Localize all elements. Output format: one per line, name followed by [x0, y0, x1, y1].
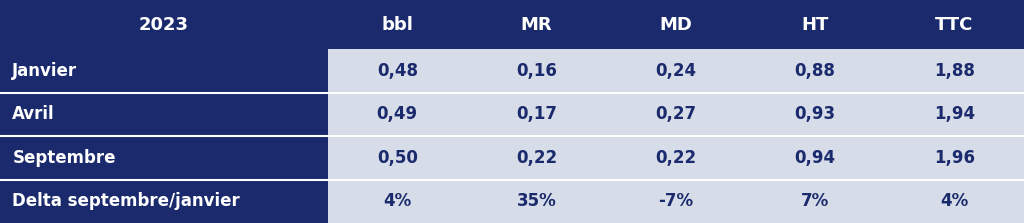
FancyBboxPatch shape — [0, 49, 328, 93]
Text: Janvier: Janvier — [12, 62, 78, 80]
FancyBboxPatch shape — [328, 49, 467, 93]
FancyBboxPatch shape — [745, 180, 885, 223]
FancyBboxPatch shape — [467, 93, 606, 136]
Text: 35%: 35% — [517, 192, 556, 210]
Text: 0,22: 0,22 — [516, 149, 557, 167]
Text: 4%: 4% — [383, 192, 412, 210]
FancyBboxPatch shape — [885, 49, 1024, 93]
Text: 0,50: 0,50 — [377, 149, 418, 167]
Text: 1,96: 1,96 — [934, 149, 975, 167]
Text: 0,49: 0,49 — [377, 105, 418, 123]
FancyBboxPatch shape — [328, 0, 467, 49]
FancyBboxPatch shape — [606, 49, 745, 93]
FancyBboxPatch shape — [606, 136, 745, 180]
Text: bbl: bbl — [381, 16, 414, 33]
Text: 0,17: 0,17 — [516, 105, 557, 123]
Text: MR: MR — [521, 16, 552, 33]
Text: 7%: 7% — [801, 192, 829, 210]
Text: 0,48: 0,48 — [377, 62, 418, 80]
Text: HT: HT — [802, 16, 828, 33]
Text: TTC: TTC — [935, 16, 974, 33]
FancyBboxPatch shape — [0, 0, 328, 49]
FancyBboxPatch shape — [0, 180, 328, 223]
Text: Septembre: Septembre — [12, 149, 116, 167]
Text: Avril: Avril — [12, 105, 55, 123]
FancyBboxPatch shape — [745, 136, 885, 180]
Text: Delta septembre/janvier: Delta septembre/janvier — [12, 192, 240, 210]
FancyBboxPatch shape — [0, 93, 328, 136]
FancyBboxPatch shape — [328, 93, 467, 136]
Text: 1,94: 1,94 — [934, 105, 975, 123]
FancyBboxPatch shape — [467, 49, 606, 93]
Text: 1,88: 1,88 — [934, 62, 975, 80]
Text: MD: MD — [659, 16, 692, 33]
Text: 4%: 4% — [940, 192, 969, 210]
FancyBboxPatch shape — [467, 136, 606, 180]
Text: 0,22: 0,22 — [655, 149, 696, 167]
FancyBboxPatch shape — [745, 93, 885, 136]
Text: 0,27: 0,27 — [655, 105, 696, 123]
Text: 0,88: 0,88 — [795, 62, 836, 80]
FancyBboxPatch shape — [606, 0, 745, 49]
FancyBboxPatch shape — [467, 180, 606, 223]
Text: 0,94: 0,94 — [795, 149, 836, 167]
FancyBboxPatch shape — [0, 136, 328, 180]
Text: -7%: -7% — [658, 192, 693, 210]
FancyBboxPatch shape — [328, 136, 467, 180]
FancyBboxPatch shape — [745, 0, 885, 49]
FancyBboxPatch shape — [885, 93, 1024, 136]
FancyBboxPatch shape — [606, 93, 745, 136]
Text: 0,93: 0,93 — [795, 105, 836, 123]
FancyBboxPatch shape — [885, 136, 1024, 180]
Text: 0,24: 0,24 — [655, 62, 696, 80]
FancyBboxPatch shape — [467, 0, 606, 49]
Text: 0,16: 0,16 — [516, 62, 557, 80]
FancyBboxPatch shape — [745, 49, 885, 93]
FancyBboxPatch shape — [885, 180, 1024, 223]
FancyBboxPatch shape — [606, 180, 745, 223]
Text: 2023: 2023 — [139, 16, 188, 33]
FancyBboxPatch shape — [328, 180, 467, 223]
FancyBboxPatch shape — [885, 0, 1024, 49]
